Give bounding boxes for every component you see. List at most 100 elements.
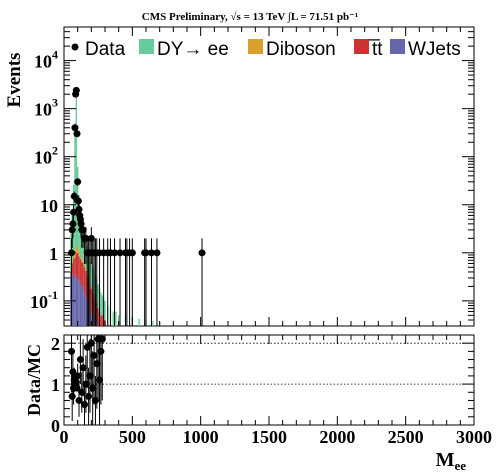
- stack-bar-tt: [82, 263, 84, 287]
- stack-bar-wjets: [71, 271, 73, 326]
- stack-bar-dyee: [97, 284, 99, 309]
- stack-bar-dyee: [101, 295, 103, 316]
- ratio-reference-lines: [64, 342, 474, 385]
- stack-bar-dyee: [112, 311, 114, 326]
- stack-bar-wjets: [83, 292, 86, 326]
- ratio-point: [74, 372, 82, 380]
- stack-bar-diboson: [76, 245, 79, 253]
- y-tick-label: 102: [34, 144, 58, 168]
- stack-bar-wjets: [70, 274, 72, 326]
- data-point: [72, 86, 80, 94]
- main-panel: 10-1 1 10 102 103 104 Events Data DY→ ee Diboso…: [4, 26, 475, 327]
- stack-bar-diboson: [72, 253, 75, 259]
- stack-bar-tt: [75, 253, 77, 275]
- x-tick-label: 1500: [251, 427, 287, 447]
- ratio-y-axis-label: Data/MC: [24, 344, 44, 416]
- ratio-panel: 0 500 1000 1500 2000 2500 3000 0 1 2 Data/MC Mee: [24, 334, 492, 473]
- stack-bar-wjets: [74, 277, 76, 326]
- mc-stack: [70, 93, 161, 326]
- data-point: [74, 178, 82, 186]
- y-tick-label: 103: [34, 96, 58, 120]
- stack-bar-tt: [76, 252, 79, 278]
- ratio-point: [90, 351, 98, 359]
- data-point: [75, 205, 83, 213]
- legend-label: WJets: [408, 39, 461, 60]
- x-tick-label: 0: [60, 427, 69, 447]
- ratio-point: [81, 401, 88, 409]
- x-tick-label: 500: [119, 427, 146, 447]
- ratio-point: [98, 335, 106, 343]
- ratio-x-axis: 0 500 1000 1500 2000 2500 3000: [60, 335, 492, 447]
- stack-bar-tt: [85, 270, 87, 298]
- stack-bar-wjets: [76, 277, 79, 326]
- data-point: [74, 197, 82, 205]
- data-point: [128, 249, 136, 257]
- stack-bar-wjets: [85, 297, 87, 326]
- data-point: [111, 249, 119, 257]
- ratio-point: [87, 339, 95, 347]
- ratio-point: [68, 392, 76, 400]
- stack-bar-diboson: [71, 260, 73, 264]
- stack-bar-tt: [71, 263, 73, 272]
- stack-bar-diboson: [78, 251, 80, 257]
- main-y-axis: 10-1 1 10 102 103 104: [30, 26, 474, 327]
- stack-bar-dyee: [104, 300, 106, 320]
- legend-label: Diboson: [266, 39, 336, 60]
- ratio-point: [97, 347, 105, 355]
- stack-bar-wjets: [79, 281, 82, 326]
- x-tick-label: 2500: [388, 427, 424, 447]
- x-tick-label: 2000: [319, 427, 355, 447]
- stack-bar-tt: [78, 256, 80, 282]
- x-axis-label: Mee: [436, 449, 467, 473]
- stack-bar-dyee: [152, 321, 154, 326]
- ratio-point: [75, 396, 83, 404]
- stack-bar-diboson: [74, 250, 76, 258]
- ratio-point: [76, 356, 84, 364]
- stack-bar-diboson: [82, 260, 84, 264]
- chart-title: CMS Preliminary, √s = 13 TeV ∫L = 71.51 …: [142, 11, 358, 23]
- data-point: [153, 249, 161, 257]
- stack-bar-tt: [70, 271, 72, 275]
- y-axis-label: Events: [4, 53, 25, 108]
- legend-marker-data: [71, 43, 79, 51]
- stack-bar-diboson: [83, 264, 86, 268]
- legend-label: DY→ ee: [157, 39, 229, 60]
- stack-bar-wjets: [81, 286, 83, 326]
- ratio-y-tick-label: 2: [51, 334, 60, 354]
- data-point: [198, 249, 206, 257]
- data-point: [147, 249, 155, 257]
- stack-bar-dyee: [117, 315, 120, 326]
- legend-label: Data: [85, 39, 126, 60]
- legend-swatch: [248, 39, 263, 54]
- stack-bar-diboson: [79, 255, 82, 259]
- data-point: [71, 124, 79, 132]
- data-points: [68, 86, 206, 326]
- stack-bar-wjets: [90, 311, 93, 326]
- ratio-y-tick-label: 0: [51, 416, 60, 436]
- stack-bar-tt: [72, 258, 75, 275]
- stack-bar-diboson: [90, 286, 93, 289]
- data-point: [70, 208, 78, 216]
- stack-bar-tt: [79, 258, 82, 282]
- stack-bar-tt: [90, 288, 93, 312]
- data-point: [69, 220, 77, 228]
- legend: Data DY→ ee Diboson t̅t WJets: [71, 39, 461, 60]
- stack-bar-dyee: [115, 311, 117, 326]
- data-point: [70, 192, 78, 200]
- stack-bar-tt: [74, 257, 76, 278]
- legend-swatch: [354, 39, 369, 54]
- stack-bar-dyee: [138, 318, 140, 326]
- stack-bar-dyee: [90, 261, 93, 287]
- data-point: [142, 249, 150, 257]
- stack-bar-diboson: [70, 269, 72, 272]
- data-point: [116, 249, 124, 257]
- stack-bar-wjets: [78, 281, 80, 326]
- stack-bar-wjets: [75, 274, 77, 326]
- ratio-point: [79, 364, 87, 372]
- y-tick-label: 104: [34, 48, 58, 72]
- ratio-plot-frame: [63, 334, 475, 426]
- legend-swatch: [390, 39, 405, 54]
- stack-bar-diboson: [85, 268, 87, 271]
- ratio-point: [85, 392, 93, 400]
